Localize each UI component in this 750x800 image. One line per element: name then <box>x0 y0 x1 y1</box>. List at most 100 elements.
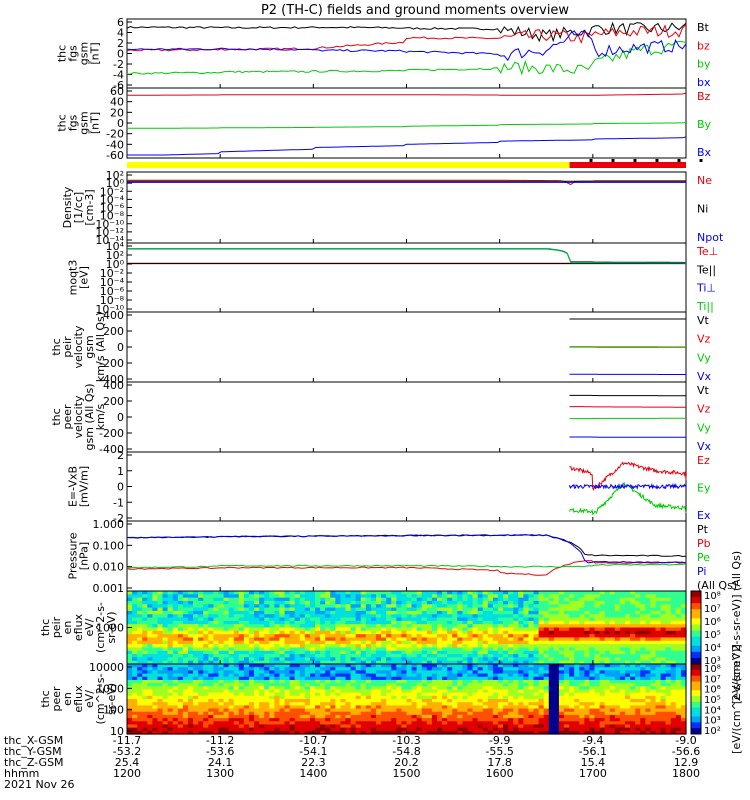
spectrogram-cell <box>579 724 585 729</box>
spectrogram-cell <box>625 676 631 681</box>
spectrogram-cell <box>345 683 352 687</box>
spectrogram-cell <box>330 614 336 619</box>
spectrogram-cell <box>208 730 214 735</box>
legend-entry: Vt <box>697 314 710 327</box>
spectrogram-cell <box>203 620 209 625</box>
spectrogram-cell <box>309 714 316 719</box>
spectrogram-cell <box>599 714 606 719</box>
y-axis-label-line: fgs <box>67 45 80 62</box>
spectrogram-cell <box>426 670 433 675</box>
spectrogram-cell <box>254 673 260 678</box>
spectrogram-cell <box>447 714 453 719</box>
spectrogram-cell <box>533 673 540 678</box>
spectrogram-cell <box>497 721 504 726</box>
spectrogram-cell <box>604 617 611 622</box>
spectrogram-cell <box>406 634 413 639</box>
spectrogram-cell <box>142 644 148 649</box>
spectrogram-cell <box>406 637 413 642</box>
spectrogram-cell <box>167 711 174 716</box>
spectrogram-cell <box>330 714 336 719</box>
spectrogram-cell <box>619 670 626 675</box>
spectrogram-cell <box>279 614 286 619</box>
spectrogram-cell <box>355 640 362 645</box>
spectrogram-cell <box>650 617 657 622</box>
spectrogram-cell <box>340 630 347 635</box>
spectrogram-cell <box>370 610 377 615</box>
spectrogram-cell <box>589 708 596 713</box>
spectrogram-cell <box>452 683 458 687</box>
spectrogram-cell <box>284 614 291 619</box>
spectrogram-cell <box>127 647 133 652</box>
spectrogram-cell <box>416 708 423 713</box>
spectrogram-cell <box>142 683 148 687</box>
spectrogram-cell <box>365 640 372 645</box>
spectrogram-cell <box>193 699 199 703</box>
spectrogram-cell <box>467 660 474 665</box>
spectrogram-cell <box>147 627 154 632</box>
spectrogram-cell <box>370 624 377 629</box>
spectrogram-cell <box>365 686 372 691</box>
spectrogram-cell <box>223 647 230 652</box>
spectrogram-cell <box>152 650 159 655</box>
spectrogram-cell <box>401 702 408 706</box>
spectrogram-cell <box>497 695 504 700</box>
spectrogram-cell <box>264 676 270 681</box>
spectrogram-cell <box>589 620 596 625</box>
colorbar-step <box>691 609 701 613</box>
spectrogram-cell <box>187 673 194 678</box>
spectrogram-cell <box>477 686 484 691</box>
spectrogram-cell <box>264 699 270 703</box>
spectrogram-cell <box>320 634 326 639</box>
spectrogram-cell <box>579 591 585 595</box>
spectrogram-cell <box>391 702 397 706</box>
spectrogram-cell <box>223 702 230 706</box>
spectrogram-cell <box>564 721 570 726</box>
spectrogram-cell <box>548 705 555 710</box>
spectrogram-cell <box>630 679 636 684</box>
spectrogram-cell <box>360 714 367 719</box>
spectrogram-cell <box>518 676 524 681</box>
spectrogram-cell <box>548 630 555 635</box>
spectrogram-cell <box>416 679 423 684</box>
spectrogram-cell <box>172 650 179 655</box>
spectrogram-cell <box>157 718 164 722</box>
spectrogram-cell <box>543 702 550 706</box>
spectrogram-cell <box>640 634 646 639</box>
spectrogram-cell <box>386 604 392 609</box>
spectrogram-cell <box>172 667 179 671</box>
spectrogram-cell <box>259 683 265 687</box>
spectrogram-cell <box>538 657 545 662</box>
spectrogram-cell <box>259 637 265 642</box>
spectrogram-cell <box>320 647 326 652</box>
spectrogram-cell <box>482 727 489 732</box>
spectrogram-cell <box>391 610 397 615</box>
spectrogram-cell <box>238 647 245 652</box>
spectrogram-cell <box>187 708 194 713</box>
spectrogram-cell <box>157 686 164 691</box>
spectrogram-cell <box>411 604 418 609</box>
spectrogram-cell <box>218 620 225 625</box>
spectrogram-cell <box>315 714 321 719</box>
spectrogram-cell <box>289 634 296 639</box>
spectrogram-cell <box>558 724 565 729</box>
spectrogram-cell <box>304 650 311 655</box>
spectrogram-cell <box>177 650 184 655</box>
spectrogram-cell <box>411 702 418 706</box>
spectrogram-cell <box>218 650 225 655</box>
spectrogram-cell <box>609 714 616 719</box>
spectrogram-cell <box>289 692 296 697</box>
spectrogram-cell <box>360 634 367 639</box>
spectrogram-cell <box>614 630 621 635</box>
spectrogram-cell <box>309 667 316 671</box>
spectrogram-cell <box>574 702 580 706</box>
spectrogram-cell <box>497 686 504 691</box>
spectrogram-cell <box>630 597 636 602</box>
spectrogram-cell <box>523 630 530 635</box>
spectrogram-cell <box>467 686 474 691</box>
spectrogram-cell <box>533 640 540 645</box>
spectrogram-cell <box>228 679 235 684</box>
spectrogram-cell <box>665 627 672 632</box>
spectrogram-cell <box>431 614 438 619</box>
spectrogram-cell <box>167 708 174 713</box>
colorbar-step <box>691 654 701 659</box>
